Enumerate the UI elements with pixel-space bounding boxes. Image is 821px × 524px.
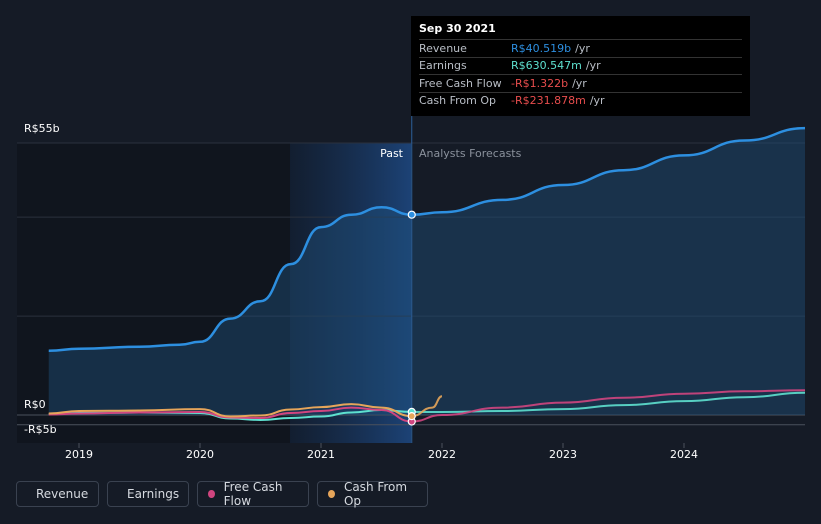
legend-item-earnings[interactable]: Earnings (107, 481, 189, 507)
tooltip-label: Earnings (419, 59, 467, 73)
tooltip-unit: /yr (585, 59, 601, 73)
free-cash-flow-forecast-line (411, 389, 806, 423)
cash-from-op-forecast-line (411, 395, 443, 418)
revenue-past-line (48, 206, 412, 352)
tooltip-value: -R$231.878m (511, 94, 586, 108)
free-cash-flow-dot-icon (208, 490, 215, 498)
tooltip-label: Revenue (419, 41, 467, 55)
revenue-forecast-line (411, 126, 806, 216)
highlight-points (407, 210, 416, 426)
cash-from-op-dot-icon (328, 490, 335, 498)
tooltip-row-earnings: Earnings R$630.547m /yr (419, 56, 742, 75)
cash-from-op-highlight-point (407, 412, 416, 421)
series-lines (48, 126, 806, 423)
y-tick-label: R$55b (24, 122, 60, 135)
grid-lines (17, 142, 805, 426)
y-axis-labels: R$55b R$0 -R$5b (24, 122, 60, 436)
tooltip-value: R$630.547m (511, 59, 582, 73)
revenue-area (48, 128, 805, 415)
x-tick-label: 2023 (549, 448, 577, 461)
tooltip-row-fcf: Free Cash Flow -R$1.322b /yr (419, 74, 742, 92)
past-label: Past (380, 147, 404, 160)
x-tick-label: 2024 (670, 448, 698, 461)
x-tick-label: 2020 (186, 448, 214, 461)
revenue-highlight-point (407, 210, 416, 219)
tooltip: Sep 30 2021 Revenue R$40.519b /yr Earnin… (411, 16, 750, 116)
past-highlight-region (290, 143, 411, 443)
legend-label: Free Cash Flow (223, 480, 283, 508)
area-fills (48, 128, 805, 415)
tooltip-value: -R$1.322b (511, 76, 569, 90)
tooltip-label: Free Cash Flow (419, 76, 502, 90)
x-tick-label: 2022 (428, 448, 456, 461)
x-tick-label: 2019 (65, 448, 93, 461)
legend-item-revenue[interactable]: Revenue (16, 481, 99, 507)
legend: Revenue Earnings Free Cash Flow Cash Fro… (16, 480, 428, 508)
tooltip-unit: /yr (589, 94, 605, 108)
forecast-label: Analysts Forecasts (419, 147, 522, 160)
earnings-forecast-line (411, 391, 806, 414)
free-cash-flow-past-line (48, 406, 412, 423)
legend-item-free-cash-flow[interactable]: Free Cash Flow (197, 480, 309, 508)
cash-from-op-past-line (48, 403, 412, 418)
legend-label: Earnings (127, 487, 180, 501)
legend-label: Cash From Op (343, 480, 408, 508)
x-tick-label: 2021 (307, 448, 335, 461)
x-axis-labels: 2019 2020 2021 2022 2023 2024 (65, 443, 698, 461)
tooltip-row-cfo: Cash From Op -R$231.878m /yr (419, 91, 742, 110)
y-tick-label: R$0 (24, 398, 46, 411)
tooltip-date: Sep 30 2021 (419, 22, 496, 35)
tooltip-unit: /yr (572, 76, 587, 90)
tooltip-value: R$40.519b (511, 41, 572, 55)
y-tick-label: -R$5b (24, 423, 57, 436)
tooltip-label: Cash From Op (419, 94, 497, 108)
legend-label: Revenue (36, 487, 89, 501)
tooltip-unit: /yr (575, 41, 590, 55)
legend-item-cash-from-op[interactable]: Cash From Op (317, 480, 428, 508)
tooltip-row-revenue: Revenue R$40.519b /yr (419, 39, 742, 57)
